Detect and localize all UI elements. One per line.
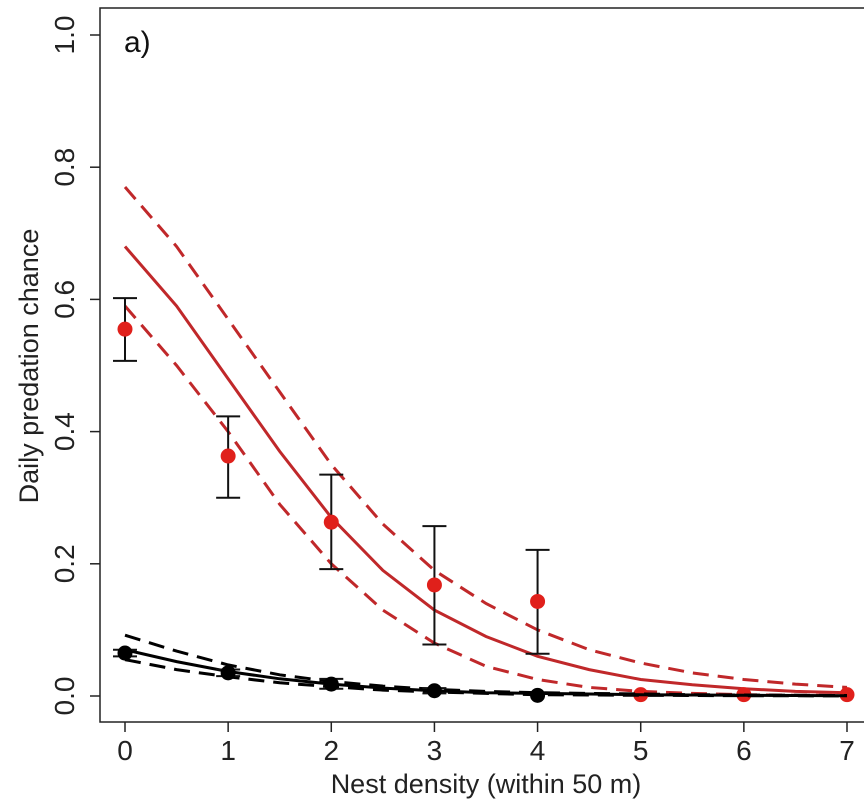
y-tick-label: 0.4 (49, 412, 80, 451)
series-0-upper-ci (123, 186, 848, 689)
series-layer (113, 186, 855, 703)
y-tick-label: 1.0 (49, 16, 80, 55)
x-tick-label: 5 (633, 735, 649, 766)
plot-box (99, 7, 864, 723)
x-tick-label: 7 (839, 735, 855, 766)
y-tick-label: 0.6 (49, 280, 80, 319)
series-1-point (323, 676, 339, 692)
y-tick-label: 0.0 (49, 677, 80, 716)
panel-label: a) (124, 26, 151, 59)
series-1-upper-ci (124, 633, 848, 697)
series-1 (113, 633, 848, 703)
x-tick-label: 1 (220, 735, 236, 766)
y-tick-label: 0.8 (49, 148, 80, 187)
series-0-point (426, 577, 442, 593)
series-1-point (530, 687, 546, 703)
series-0-point (117, 321, 133, 337)
series-1-point (426, 683, 442, 699)
x-tick-label: 4 (530, 735, 546, 766)
x-axis: 0 1 2 3 4 5 6 7 (117, 722, 855, 766)
x-axis-title: Nest density (within 50 m) (331, 769, 642, 799)
series-0 (113, 186, 855, 703)
series-1-point (117, 645, 133, 661)
x-tick-label: 6 (736, 735, 752, 766)
y-axis-title: Daily predation chance (14, 229, 44, 504)
series-0-point (530, 593, 546, 609)
x-tick-label: 3 (427, 735, 443, 766)
y-tick-label: 0.2 (49, 544, 80, 583)
x-tick-label: 0 (117, 735, 133, 766)
y-axis: 0.0 0.2 0.4 0.6 0.8 1.0 (49, 16, 100, 716)
series-0-point (220, 448, 236, 464)
series-0-fit-line (123, 245, 848, 695)
x-tick-label: 2 (323, 735, 339, 766)
series-1-point (220, 665, 236, 681)
series-0-point (323, 514, 339, 530)
plot-frame (99, 7, 864, 723)
series-1-fit-line (124, 648, 848, 698)
